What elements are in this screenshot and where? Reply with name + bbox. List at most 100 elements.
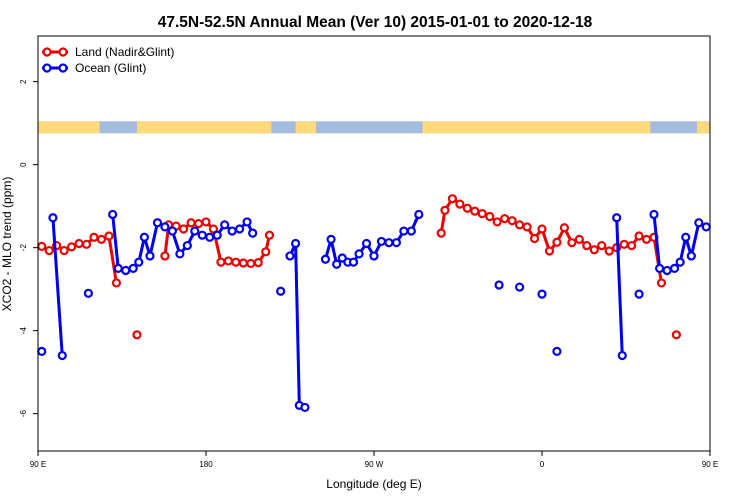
data-point xyxy=(44,245,54,256)
x-tick-label: 90 E xyxy=(30,460,46,469)
data-point xyxy=(261,247,271,257)
data-point xyxy=(285,251,295,261)
data-point xyxy=(134,257,144,267)
data-point xyxy=(617,350,627,361)
data-point xyxy=(361,238,372,249)
data-point xyxy=(634,289,644,299)
data-point xyxy=(440,205,450,215)
data-point xyxy=(574,234,584,244)
x-tick-label: 180 xyxy=(199,460,213,469)
land-ocean-strip xyxy=(38,121,710,134)
y-tick-label: 2 xyxy=(19,79,28,84)
plot-area xyxy=(37,194,711,413)
legend-label: Ocean (Glint) xyxy=(75,61,146,75)
data-point xyxy=(376,236,387,247)
data-point xyxy=(205,232,215,242)
legend-marker xyxy=(58,63,68,73)
data-point xyxy=(436,228,446,238)
series-1 xyxy=(37,209,711,413)
data-point xyxy=(701,222,711,232)
data-point xyxy=(128,263,138,273)
data-point xyxy=(212,230,222,240)
legend-marker xyxy=(42,47,52,57)
data-point xyxy=(193,218,204,229)
legend-marker xyxy=(42,63,52,73)
data-point xyxy=(37,346,47,356)
data-point xyxy=(291,238,301,249)
strip-land-1 xyxy=(136,121,272,134)
data-point xyxy=(414,209,424,220)
data-point xyxy=(552,237,562,247)
data-point xyxy=(567,238,577,248)
y-tick-label: -4 xyxy=(19,327,28,335)
data-point xyxy=(48,213,58,223)
data-point xyxy=(248,228,258,238)
data-point xyxy=(208,224,219,234)
data-point xyxy=(641,234,652,244)
data-point xyxy=(132,330,142,340)
data-point xyxy=(223,256,233,266)
data-point xyxy=(514,282,525,292)
data-point xyxy=(320,254,331,264)
data-point xyxy=(175,249,185,259)
data-point xyxy=(332,259,342,269)
data-point xyxy=(529,233,540,244)
data-point xyxy=(81,239,92,249)
data-point xyxy=(231,257,241,267)
data-point xyxy=(649,209,659,220)
x-axis-label: Longitude (deg E) xyxy=(326,477,421,491)
data-point xyxy=(552,346,562,356)
data-point xyxy=(589,245,599,255)
series-line xyxy=(51,217,64,356)
data-point xyxy=(121,265,131,276)
data-point xyxy=(182,240,192,251)
y-tick-label: -6 xyxy=(19,410,28,418)
data-point xyxy=(612,213,622,223)
data-point xyxy=(201,217,211,227)
data-point xyxy=(167,226,177,236)
data-point xyxy=(186,218,196,228)
legend-label: Land (Nadir&Glint) xyxy=(75,45,174,59)
data-point xyxy=(96,234,107,244)
data-point xyxy=(113,263,123,273)
data-point xyxy=(604,246,614,256)
legend: Land (Nadir&Glint) Ocean (Glint) xyxy=(42,45,174,75)
data-point xyxy=(634,231,644,241)
x-tick-label: 90 W xyxy=(365,460,384,469)
data-point xyxy=(485,211,495,222)
x-axis: 90 E 180 90 W 0 90 E xyxy=(30,451,718,469)
data-point xyxy=(152,218,163,228)
data-point xyxy=(492,217,502,227)
chart-title: 47.5N-52.5N Annual Mean (Ver 10) 2015-01… xyxy=(158,14,593,31)
data-point xyxy=(384,238,394,248)
data-point xyxy=(348,257,359,267)
data-point xyxy=(470,206,480,216)
data-point xyxy=(139,232,149,242)
data-point xyxy=(559,223,570,233)
data-point xyxy=(59,245,69,256)
data-point xyxy=(462,203,472,213)
data-point xyxy=(66,242,77,252)
data-point xyxy=(220,220,230,230)
data-point xyxy=(477,209,487,219)
data-point xyxy=(686,251,696,261)
data-point xyxy=(500,214,510,224)
data-point xyxy=(662,265,672,276)
data-point xyxy=(190,226,200,236)
data-point xyxy=(514,220,525,230)
y-axis: 2 0 -2 -4 -6 xyxy=(19,79,38,417)
data-point xyxy=(455,199,465,209)
data-point xyxy=(447,194,457,204)
strip-land-3 xyxy=(422,121,651,134)
data-point xyxy=(227,226,237,236)
strip-land-4 xyxy=(696,121,710,134)
series-0 xyxy=(37,194,682,340)
data-point xyxy=(669,263,680,273)
data-point xyxy=(522,222,532,232)
data-point xyxy=(507,216,517,226)
data-point xyxy=(694,218,704,228)
data-point xyxy=(326,234,336,244)
series-line xyxy=(615,217,624,356)
data-point xyxy=(235,224,245,234)
